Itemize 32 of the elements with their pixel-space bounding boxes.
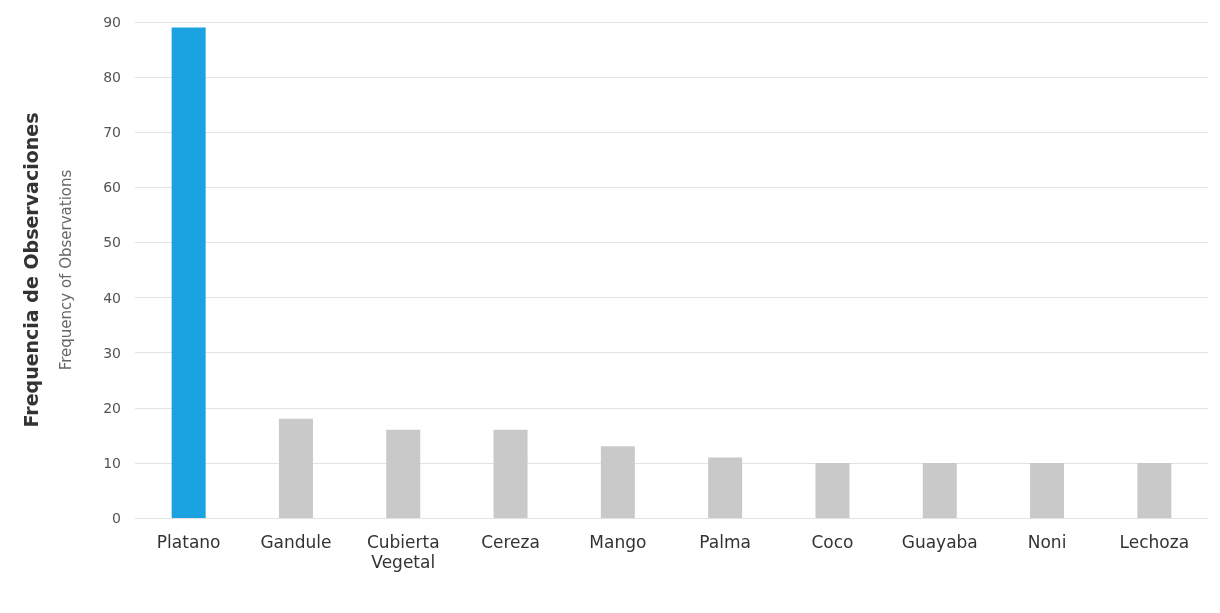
y-tick-label: 10 bbox=[103, 454, 121, 471]
bar bbox=[600, 446, 635, 518]
bar bbox=[708, 457, 743, 518]
x-tick-label: Cereza bbox=[481, 532, 540, 552]
bar bbox=[1137, 462, 1172, 518]
x-tick-label: Gandule bbox=[260, 532, 332, 552]
y-tick-label: 50 bbox=[103, 234, 121, 251]
bar bbox=[815, 462, 850, 518]
y-tick-label: 0 bbox=[112, 510, 121, 526]
bar bbox=[493, 429, 528, 518]
x-tick-label: Noni bbox=[1027, 532, 1067, 552]
bar bbox=[278, 418, 313, 518]
bar bbox=[171, 27, 206, 518]
text: Frequency of Observations bbox=[57, 169, 75, 371]
y-tick-label: 90 bbox=[103, 14, 121, 30]
y-tick-label: 30 bbox=[103, 344, 121, 361]
x-tick-label: Coco bbox=[811, 532, 854, 552]
y-tick-label: 70 bbox=[103, 124, 121, 141]
y-tick-label: 80 bbox=[103, 69, 121, 86]
y-tick-label: 40 bbox=[103, 289, 121, 306]
bar bbox=[922, 462, 957, 518]
x-tick-label: Guayaba bbox=[901, 532, 978, 552]
y-axis-title: Frequencia de Observaciones bbox=[19, 112, 42, 428]
x-tick-label: Cubierta Vegetal bbox=[366, 532, 440, 572]
x-tick-label: Platano bbox=[156, 532, 221, 552]
x-tick-label: Palma bbox=[699, 532, 751, 552]
x-tick-label: Lechoza bbox=[1119, 532, 1190, 552]
bar bbox=[1030, 462, 1065, 518]
y-tick-label: 60 bbox=[103, 179, 121, 196]
bar bbox=[386, 429, 421, 518]
y-tick-label: 20 bbox=[103, 399, 121, 416]
x-tick-label: Mango bbox=[589, 532, 647, 552]
